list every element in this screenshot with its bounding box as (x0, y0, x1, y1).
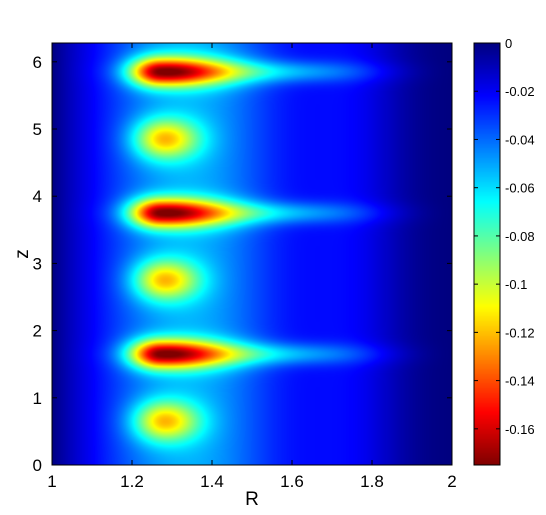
y-axis-label: z (12, 249, 33, 259)
y-tick-label: 0 (33, 456, 42, 475)
colorbar: 0 -0.02 -0.04 -0.06 -0.08 -0.1 -0.12 -0.14 -0.16 (473, 36, 535, 466)
x-tick-label: 1.8 (360, 472, 384, 491)
x-tick-label: 2 (447, 472, 456, 491)
colorbar-tick-label: -0.02 (505, 84, 535, 99)
y-tick-label: 4 (33, 187, 42, 206)
x-axis-ticks: 1 1.2 1.4 1.6 1.8 2 (47, 43, 457, 491)
y-tick-label: 1 (33, 389, 42, 408)
y-tick-label: 5 (33, 120, 42, 139)
x-tick-label: 1.2 (120, 472, 144, 491)
colorbar-tick-label: 0 (505, 36, 512, 51)
y-tick-label: 2 (33, 322, 42, 341)
plot-frame (51, 42, 453, 466)
y-tick-label: 3 (33, 254, 42, 273)
heatmap-canvas (52, 43, 452, 465)
colorbar-frame (473, 42, 501, 466)
colorbar-tick-label: -0.04 (505, 132, 535, 147)
x-tick-label: 1.6 (280, 472, 304, 491)
colorbar-ticks: 0 -0.02 -0.04 -0.06 -0.08 -0.1 -0.12 -0.14 -0.16 (474, 36, 535, 437)
y-tick-label: 6 (33, 53, 42, 72)
colorbar-tick-label: -0.08 (505, 229, 535, 244)
colorbar-tick-label: -0.06 (505, 181, 535, 196)
x-tick-label: 1.4 (200, 472, 224, 491)
colorbar-canvas (474, 43, 500, 465)
x-axis-label: R (245, 489, 259, 510)
colorbar-tick-label: -0.12 (505, 325, 535, 340)
y-axis-ticks: 0 1 2 3 4 5 6 (33, 53, 452, 475)
heatmap-image-wrapper (52, 43, 452, 465)
colorbar-image-wrapper (474, 43, 500, 465)
colorbar-tick-label: -0.16 (505, 422, 535, 437)
colorbar-tick-label: -0.1 (505, 277, 527, 292)
x-tick-label: 1 (47, 472, 56, 491)
plot-area (51, 42, 453, 466)
colorbar-tick-label: -0.14 (505, 374, 535, 389)
